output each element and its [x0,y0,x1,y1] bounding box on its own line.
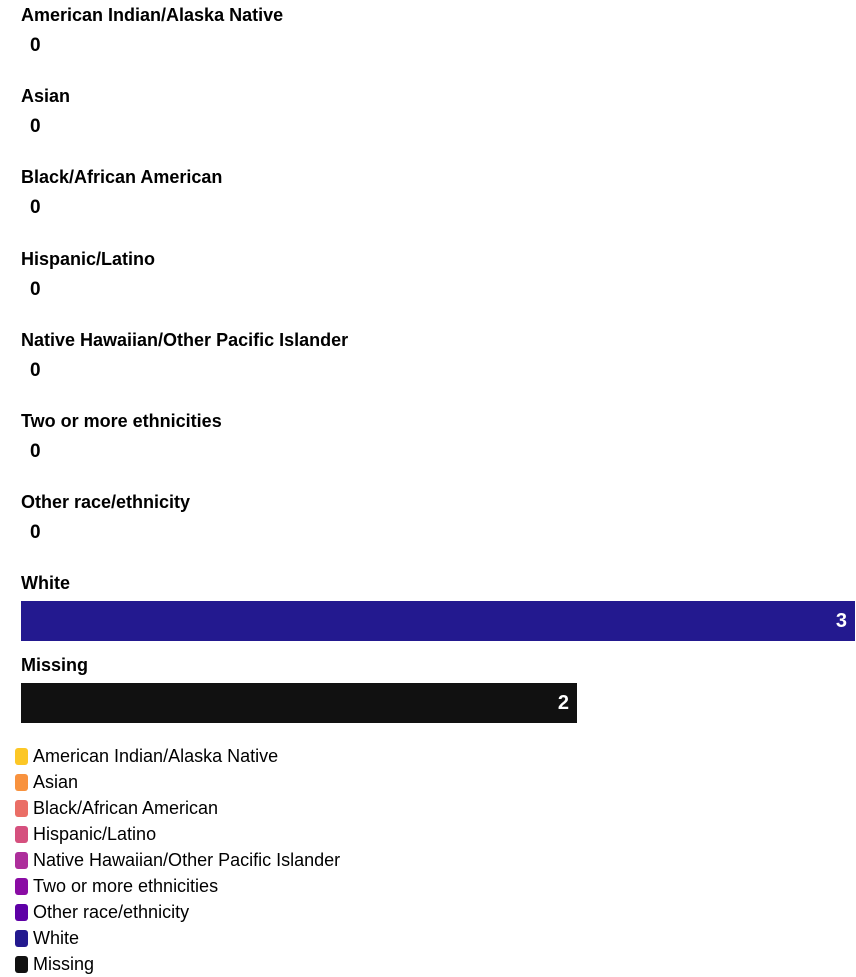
legend-swatch [15,955,28,973]
legend-item: Native Hawaiian/Other Pacific Islander [15,847,340,873]
category-label: Asian [21,86,71,107]
legend-label: Asian [33,771,79,792]
legend-label: Hispanic/Latino [33,823,157,844]
legend-swatch [15,747,28,765]
category-label: American Indian/Alaska Native [21,5,284,25]
legend-swatch [15,773,28,791]
value-label: 0 [30,278,41,300]
legend-label: Two or more ethnicities [33,875,219,896]
legend-swatch [15,877,28,895]
value-label: 0 [30,440,41,462]
legend-label: American Indian/Alaska Native [33,745,279,766]
legend-item: White [15,925,340,951]
chart-row: White 3 [21,568,855,649]
category-label: White [21,573,70,594]
bar: 2 [21,682,577,723]
category-label: Other race/ethnicity [21,492,191,513]
bar-value-label: 2 [557,691,569,714]
chart-row: Native Hawaiian/Other Pacific Islander 0 [21,325,855,406]
bar: 3 [21,601,855,642]
legend-label: Other race/ethnicity [33,901,190,922]
legend-label: Black/African American [33,797,219,818]
legend-item: Black/African American [15,795,340,821]
value-label: 0 [30,522,41,544]
legend-item: Missing [15,951,340,977]
legend-item: American Indian/Alaska Native [15,743,340,769]
legend-item: Two or more ethnicities [15,873,340,899]
legend-label: Native Hawaiian/Other Pacific Islander [33,849,341,870]
chart-row: Black/African American 0 [21,162,855,243]
legend-label: White [33,927,80,948]
value-label: 0 [30,35,41,56]
category-label: Black/African American [21,167,223,188]
value-label: 0 [30,197,41,219]
value-label: 0 [30,116,41,138]
legend-item: Other race/ethnicity [15,899,340,925]
chart-legend: American Indian/Alaska Native Asian Black/… [15,743,340,977]
chart-row: American Indian/Alaska Native 0 [21,0,855,81]
legend-item: Hispanic/Latino [15,821,340,847]
legend-swatch [15,825,28,843]
category-label: Missing [21,654,89,675]
category-label: Two or more ethnicities [21,410,222,431]
chart-row: Other race/ethnicity 0 [21,487,855,568]
category-label: Native Hawaiian/Other Pacific Islander [21,329,349,350]
bar-value-label: 3 [835,610,847,633]
legend-item: Asian [15,769,340,795]
legend-label: Missing [33,953,95,974]
chart-row: Hispanic/Latino 0 [21,244,855,325]
legend-swatch [15,903,28,921]
chart-row: Asian 0 [21,81,855,162]
legend-swatch [15,929,28,947]
bar-chart: American Indian/Alaska Native 0 Asian 0 Blac… [21,0,855,731]
legend-swatch [15,851,28,869]
category-label: Hispanic/Latino [21,248,156,269]
value-label: 0 [30,359,41,381]
chart-row: Missing 2 [21,650,855,731]
legend-swatch [15,799,28,817]
chart-row: Two or more ethnicities 0 [21,406,855,487]
